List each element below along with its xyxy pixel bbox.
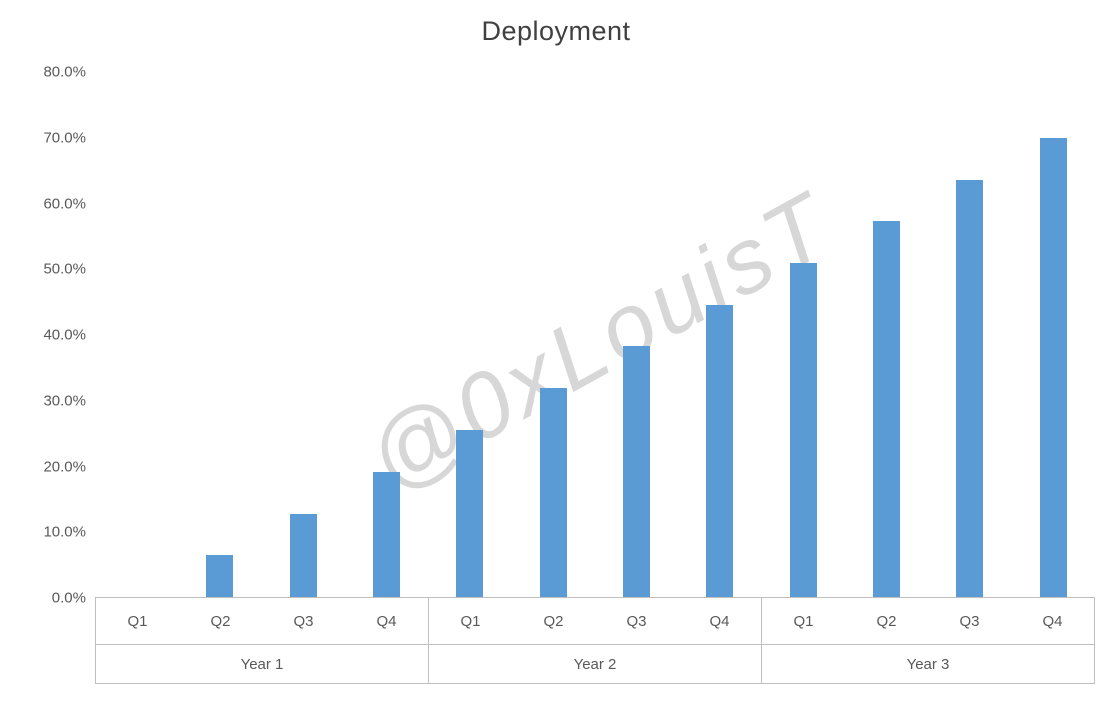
quarter-label: Q1 [460,612,481,630]
bar-slot [345,72,428,597]
bar-q2-year2 [539,388,567,597]
y-axis: 80.0% 70.0% 60.0% 50.0% 40.0% 30.0% 20.0% 10.0%… [0,64,86,607]
year-label: Year 2 [573,655,617,673]
bar-slot [512,72,595,597]
quarter-label: Q3 [626,612,647,630]
x-axis-group-year1: Q1 Q2 Q3 Q4 Year 1 [95,598,428,683]
y-tick-label: 20.0% [43,458,86,475]
bar-slot [178,72,261,597]
quarter-label: Q1 [793,612,814,630]
bar-q4-year1 [373,471,401,597]
bar-slot [1012,72,1095,597]
quarter-label: Q4 [709,612,730,630]
bar-q3-year1 [289,513,317,597]
bar-slot [262,72,345,597]
year-label: Year 1 [240,655,284,673]
bar-q3-year2 [623,346,651,597]
bar-q1-year3 [789,262,817,597]
quarter-label: Q3 [293,612,314,630]
bar-q4-year3 [1039,137,1067,597]
quarter-row: Q1 Q2 Q3 Q4 [96,598,428,645]
y-tick-label: 70.0% [43,129,86,147]
chart-title: Deployment [481,16,631,46]
y-tick-label: 10.0% [43,523,86,541]
quarter-label: Q2 [543,612,564,630]
y-tick-label: 60.0% [43,195,86,212]
y-tick-label: 30.0% [43,392,86,410]
x-axis-group-year3: Q1 Q2 Q3 Q4 Year 3 [761,598,1095,683]
bar-slot [762,72,845,597]
y-tick-label: 40.0% [43,326,86,344]
bar-q2-year1 [206,555,234,597]
bar-q4-year2 [706,304,734,597]
bar-q3-year3 [956,179,984,597]
quarter-row: Q1 Q2 Q3 Q4 [429,598,761,645]
bar-slot [928,72,1011,597]
year-label: Year 3 [906,655,950,673]
x-axis: Q1 Q2 Q3 Q4 Year 1 Q1 Q2 Q3 Q4 Year 2 Q1 Q2 Q3 Q4 Year… [95,598,1095,684]
bar-slot [595,72,678,597]
quarter-label: Q2 [210,612,231,630]
quarter-row: Q1 Q2 Q3 Q4 [762,598,1094,645]
bar-slot [845,72,928,597]
quarter-label: Q1 [127,612,148,630]
bar-q2-year3 [873,220,901,597]
quarter-label: Q4 [1042,612,1063,630]
quarter-label: Q2 [876,612,897,630]
bar-slot [95,72,178,597]
quarter-label: Q4 [376,612,397,630]
x-axis-group-year2: Q1 Q2 Q3 Q4 Year 2 [428,598,761,683]
bar-slot [678,72,761,597]
bar-q1-year2 [456,429,484,597]
bar-slot [428,72,511,597]
y-tick-label: 80.0% [43,63,86,81]
quarter-label: Q3 [959,612,980,630]
y-tick-label: 0.0% [51,589,86,607]
plot-area [95,72,1095,598]
y-tick-label: 50.0% [43,260,86,278]
